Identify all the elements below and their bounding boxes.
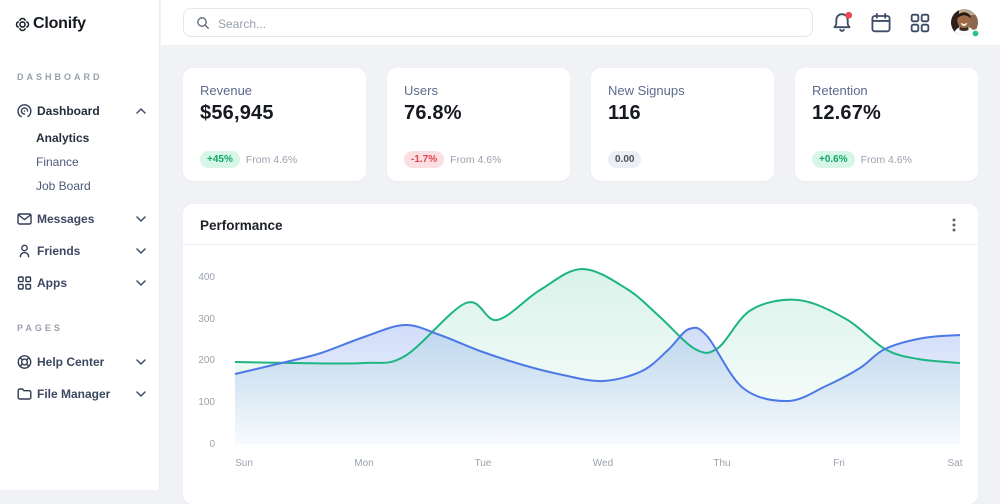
svg-text:400: 400: [198, 272, 215, 283]
svg-text:Fri: Fri: [833, 458, 845, 469]
svg-text:100: 100: [198, 397, 215, 408]
svg-text:0: 0: [209, 439, 215, 450]
svg-text:Tue: Tue: [475, 458, 492, 469]
svg-text:200: 200: [198, 355, 215, 366]
svg-text:Wed: Wed: [593, 458, 613, 469]
svg-text:Sat: Sat: [947, 458, 962, 469]
svg-text:Sun: Sun: [235, 458, 253, 469]
svg-text:300: 300: [198, 314, 215, 325]
svg-text:Mon: Mon: [354, 458, 373, 469]
svg-text:Thu: Thu: [713, 458, 730, 469]
